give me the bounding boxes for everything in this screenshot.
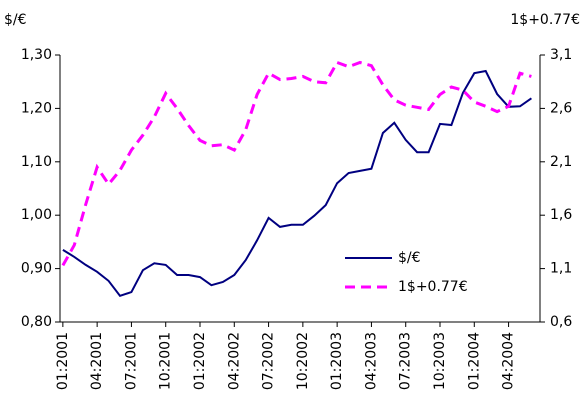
y2-tick-label: 1,6 [550, 207, 572, 223]
x-tick-label: 04:2004 [501, 332, 517, 390]
x-tick-label: 01:2003 [329, 332, 345, 390]
y-tick-label: 1,30 [21, 47, 52, 63]
x-tick-label: 10:2003 [432, 332, 448, 390]
x-tick-label: 04:2003 [363, 332, 379, 390]
x-tick-label: 01:2002 [192, 332, 208, 390]
series-line [62, 69, 532, 297]
series-line [61, 60, 532, 267]
y2-axis-label: 1$+0.77€ [510, 12, 580, 28]
y-tick-label: 0,90 [21, 261, 52, 277]
legend-label: $/€ [398, 250, 421, 266]
x-tick-label: 04:2001 [89, 332, 105, 390]
y2-tick-label: 2,6 [550, 100, 572, 116]
y2-tick-label: 1,1 [550, 261, 572, 277]
y2-tick-label: 3,1 [550, 47, 572, 63]
x-tick-label: 07:2002 [261, 332, 277, 390]
legend-label: 1$+0.77€ [398, 279, 468, 295]
y2-tick-label: 2,1 [550, 154, 572, 170]
x-tick-label: 07:2003 [398, 332, 414, 390]
x-tick-label: 01:2001 [55, 332, 71, 390]
x-tick-label: 07:2001 [123, 332, 139, 390]
y-tick-label: 0,80 [21, 314, 52, 330]
y2-tick-label: 0,6 [550, 314, 572, 330]
x-tick-label: 04:2002 [226, 332, 242, 390]
x-tick-label: 10:2002 [295, 332, 311, 390]
y-tick-label: 1,10 [21, 154, 52, 170]
y-tick-label: 1,20 [21, 100, 52, 116]
y-axis-label: $/€ [4, 12, 27, 28]
x-tick-label: 10:2001 [158, 332, 174, 390]
x-tick-label: 01:2004 [466, 332, 482, 390]
y-tick-label: 1,00 [21, 207, 52, 223]
